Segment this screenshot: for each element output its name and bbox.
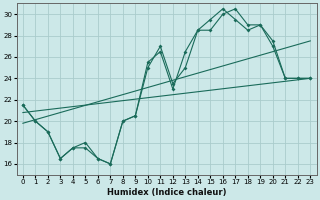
X-axis label: Humidex (Indice chaleur): Humidex (Indice chaleur) [107,188,226,197]
